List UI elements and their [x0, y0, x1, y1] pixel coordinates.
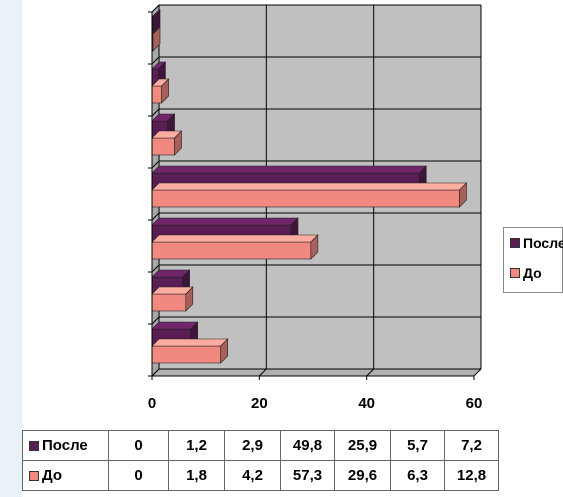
- bar-do-top: [151, 182, 468, 191]
- side-gridline: [151, 108, 160, 117]
- side-gridline: [151, 316, 160, 325]
- legend-label-posle: После: [523, 235, 563, 251]
- bar-posle-top: [151, 217, 299, 226]
- bar-do-side: [152, 26, 161, 52]
- legend-item-posle: После: [510, 235, 563, 251]
- bar-posle-top: [151, 165, 427, 174]
- bar-do-top: [151, 338, 229, 347]
- table-swatch-posle: [29, 441, 39, 451]
- legend-item-do: До: [510, 265, 542, 281]
- side-gridline: [151, 212, 160, 221]
- x-tick-label: 40: [358, 395, 375, 412]
- bar-do-side: [310, 234, 319, 260]
- side-gridline: [151, 56, 160, 65]
- bar-do: [151, 241, 312, 260]
- side-gridline: [151, 264, 160, 273]
- table-row-header: После: [22, 430, 109, 461]
- bar-posle-top: [151, 321, 199, 330]
- legend-swatch-do: [510, 268, 520, 278]
- bar-do-side: [174, 130, 182, 156]
- bar-do-side: [459, 182, 467, 208]
- bar-do: [151, 137, 175, 156]
- side-gridline: [151, 160, 160, 169]
- plot-floor: [152, 369, 481, 376]
- floor-gridline: [258, 368, 267, 377]
- table-cell: 5,7: [390, 430, 445, 461]
- data-table: После 0 1,2 2,9 49,8 25,9 5,7 7,2 До 0 1…: [22, 430, 499, 491]
- legend-swatch-posle: [510, 238, 520, 248]
- table-cell: 57,3: [280, 460, 335, 491]
- x-tick-labels: 0 20 40 60: [148, 395, 483, 412]
- axes: [148, 11, 475, 380]
- bar-do-top: [151, 234, 319, 243]
- table-cell: 29,6: [334, 460, 391, 491]
- table-swatch-do: [29, 471, 39, 481]
- bar-do: [151, 293, 187, 312]
- side-gridline: [151, 4, 160, 13]
- legend: После До: [503, 227, 563, 293]
- x-tick-label: 0: [148, 395, 156, 412]
- table-row-do: До 0 1,8 4,2 57,3 29,6 6,3 12,8: [22, 460, 499, 491]
- table-row-label: После: [42, 437, 88, 454]
- bar-do-side: [220, 338, 228, 364]
- x-tick-label: 60: [466, 395, 483, 412]
- table-row-posle: После 0 1,2 2,9 49,8 25,9 5,7 7,2: [22, 430, 499, 461]
- table-cell: 25,9: [334, 430, 391, 461]
- bar-do: [151, 345, 221, 364]
- bar-do: [151, 85, 162, 104]
- table-cell: 6,3: [390, 460, 445, 491]
- bar-do-side: [185, 286, 194, 312]
- bar-do: [151, 189, 460, 208]
- bars: [151, 9, 468, 364]
- table-cell: 7,2: [444, 430, 499, 461]
- table-cell: 0: [108, 430, 169, 461]
- floor-gridline: [366, 368, 375, 377]
- table-cell: 4,2: [224, 460, 281, 491]
- floor-gridline: [473, 368, 482, 377]
- table-cell: 1,2: [168, 430, 225, 461]
- table-row-header: До: [22, 460, 109, 491]
- legend-label-do: До: [523, 265, 542, 281]
- table-cell: 12,8: [444, 460, 499, 491]
- table-cell: 2,9: [224, 430, 281, 461]
- side-gridline: [151, 368, 160, 377]
- x-tick-label: 20: [251, 395, 268, 412]
- table-row-label: До: [42, 467, 63, 484]
- bar-do-side: [161, 78, 169, 104]
- table-cell: 0: [108, 460, 169, 491]
- table-cell: 49,8: [280, 430, 335, 461]
- table-cell: 1,8: [168, 460, 225, 491]
